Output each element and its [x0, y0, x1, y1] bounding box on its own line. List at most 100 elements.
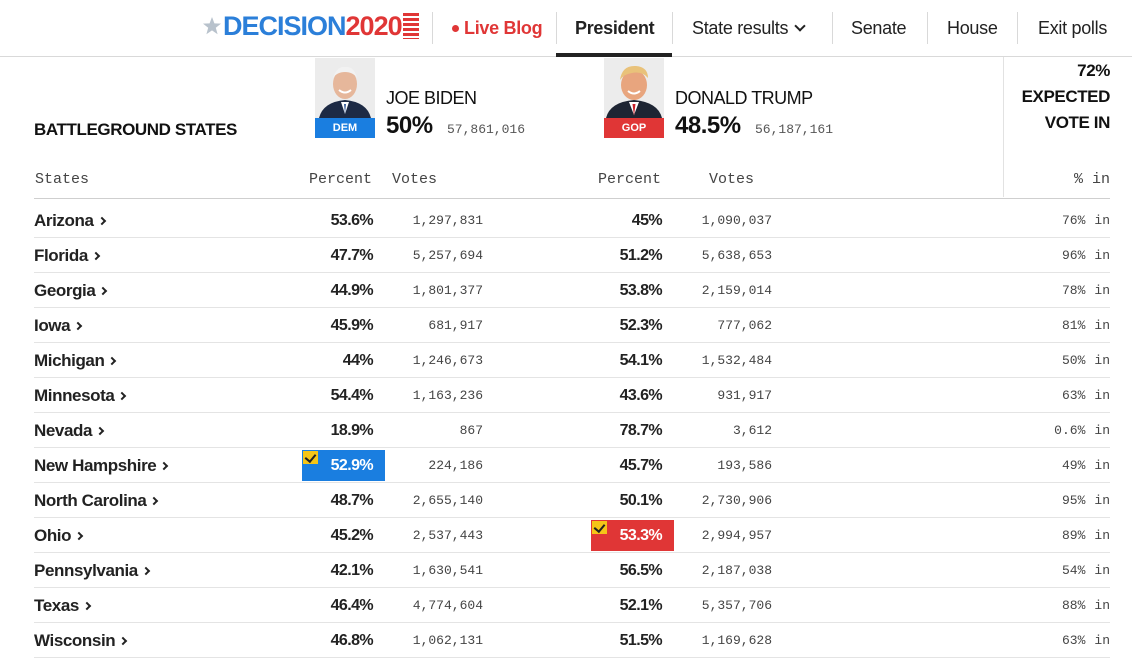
decision-2020-logo[interactable]: DECISION 2020 — [202, 9, 419, 43]
nav-senate[interactable]: Senate — [851, 0, 907, 57]
state-link[interactable]: Georgia — [34, 273, 108, 308]
rep-percent-cell: 78.7% — [591, 415, 674, 446]
pct-in-value: 78% — [1061, 283, 1086, 298]
rep-votes: 1,090,037 — [701, 213, 772, 228]
table-row: Arizona 53.6% 1,297,831 45% 1,090,037 76… — [0, 203, 1132, 238]
rep-percent-cell: 56.5% — [591, 555, 674, 586]
active-tab-indicator — [556, 53, 672, 57]
pct-in-cell: 54% in — [1062, 553, 1110, 588]
pct-in-suffix: in — [1094, 493, 1110, 508]
rep-votes: 777,062 — [717, 318, 772, 333]
col-head-rep-votes: Votes — [709, 171, 755, 188]
logo-year: 2020 — [345, 10, 403, 41]
state-link[interactable]: Minnesota — [34, 378, 127, 413]
rep-percent-cell: 45.7% — [591, 450, 674, 481]
dem-votes: 1,297,831 — [412, 213, 483, 228]
nav-state-results[interactable]: State results — [692, 0, 806, 57]
chevron-right-icon — [91, 251, 101, 260]
col-head-dem-percent: Percent — [309, 171, 373, 188]
dem-votes: 1,062,131 — [412, 633, 483, 648]
pct-in-suffix: in — [1094, 528, 1110, 543]
state-name: Pennsylvania — [34, 560, 138, 580]
state-link[interactable]: Arizona — [34, 203, 106, 238]
state-link[interactable]: New Hampshire — [34, 448, 169, 483]
table-row: Florida 47.7% 5,257,694 51.2% 5,638,653 … — [0, 238, 1132, 273]
rep-percent: 51.2% — [619, 246, 663, 264]
rep-percent: 53.8% — [619, 281, 663, 299]
page-title: BATTLEGROUND STATES — [34, 120, 237, 139]
pct-in-suffix: in — [1094, 283, 1110, 298]
dem-percent: 46.8% — [330, 631, 374, 649]
column-divider — [1003, 57, 1004, 197]
dem-votes: 681,917 — [428, 318, 483, 333]
nav-house[interactable]: House — [947, 0, 998, 57]
table-row: New Hampshire 52.9% 224,186 45.7% 193,58… — [0, 448, 1132, 483]
state-link[interactable]: Florida — [34, 238, 101, 273]
state-name: Ohio — [34, 525, 72, 545]
state-name: Georgia — [34, 280, 96, 300]
dem-votes: 1,801,377 — [412, 283, 483, 298]
pct-in-suffix: in — [1094, 563, 1110, 578]
dem-percent-cell: 48.7% — [302, 485, 385, 516]
nav-divider — [672, 12, 673, 44]
pct-in-value: 54% — [1061, 563, 1086, 578]
state-link[interactable]: Michigan — [34, 343, 117, 378]
row-divider — [34, 622, 1110, 623]
star-icon — [203, 17, 221, 35]
chevron-right-icon — [150, 496, 159, 505]
pct-in-cell: 50% in — [1062, 343, 1110, 378]
nav-divider — [556, 12, 557, 44]
rep-percent-cell: 43.6% — [591, 380, 674, 411]
dem-percent-cell: 45.9% — [302, 310, 385, 341]
table-row: Ohio 45.2% 2,537,443 53.3% 2,994,957 89%… — [0, 518, 1132, 553]
chevron-right-icon — [119, 636, 128, 645]
logo-word: DECISION — [223, 10, 347, 41]
chevron-right-icon — [118, 391, 127, 400]
state-name: Arizona — [34, 210, 94, 230]
trump-avatar — [604, 58, 664, 118]
expected-label-1: EXPECTED — [1021, 87, 1111, 106]
biden-avatar — [315, 58, 375, 118]
table-row: Minnesota 54.4% 1,163,236 43.6% 931,917 … — [0, 378, 1132, 413]
rep-percent-cell: 51.5% — [591, 625, 674, 656]
rep-percent: 45.7% — [619, 456, 663, 474]
pct-in-cell: 78% in — [1062, 273, 1110, 308]
state-link[interactable]: Nevada — [34, 413, 105, 448]
rep-percent: 52.3% — [619, 316, 663, 334]
state-link[interactable]: Pennsylvania — [34, 553, 151, 588]
nav-exit-polls[interactable]: Exit polls — [1038, 0, 1107, 57]
state-link[interactable]: Texas — [34, 588, 92, 623]
rep-percent: 45% — [631, 211, 663, 229]
table-row: Georgia 44.9% 1,801,377 53.8% 2,159,014 … — [0, 273, 1132, 308]
pct-in-suffix: in — [1094, 388, 1110, 403]
rep-votes: 193,586 — [717, 458, 772, 473]
flag-stripes-icon — [402, 13, 419, 39]
pct-in-value: 49% — [1061, 458, 1086, 473]
dem-votes: 867 — [459, 423, 483, 438]
state-link[interactable]: Ohio — [34, 518, 84, 553]
table-row: Wisconsin 46.8% 1,062,131 51.5% 1,169,62… — [0, 623, 1132, 658]
rep-percent: 53.3% — [619, 526, 663, 544]
dem-votes: 1,630,541 — [412, 563, 483, 578]
dem-percent: 45.2% — [330, 526, 374, 544]
expected-vote-percent: 72% — [1077, 61, 1110, 80]
pct-in-value: 89% — [1061, 528, 1086, 543]
state-link[interactable]: Wisconsin — [34, 623, 128, 658]
rep-votes: 5,638,653 — [701, 248, 772, 263]
nav-divider — [927, 12, 928, 44]
row-divider — [34, 517, 1110, 518]
state-link[interactable]: Iowa — [34, 308, 83, 343]
header-rule — [34, 198, 1110, 199]
nav-live-blog[interactable]: Live Blog — [452, 0, 543, 57]
chevron-right-icon — [73, 321, 83, 330]
state-link[interactable]: North Carolina — [34, 483, 159, 518]
rep-percent: 52.1% — [619, 596, 663, 614]
rep-percent-cell: 51.2% — [591, 240, 674, 271]
state-name: Texas — [34, 595, 79, 615]
row-divider — [34, 412, 1110, 413]
rep-percent-cell: 52.1% — [591, 590, 674, 621]
table-row: Nevada 18.9% 867 78.7% 3,612 0.6% in — [0, 413, 1132, 448]
dem-percent-cell: 54.4% — [302, 380, 385, 411]
nav-president[interactable]: President — [575, 0, 655, 57]
dem-percent: 46.4% — [330, 596, 374, 614]
